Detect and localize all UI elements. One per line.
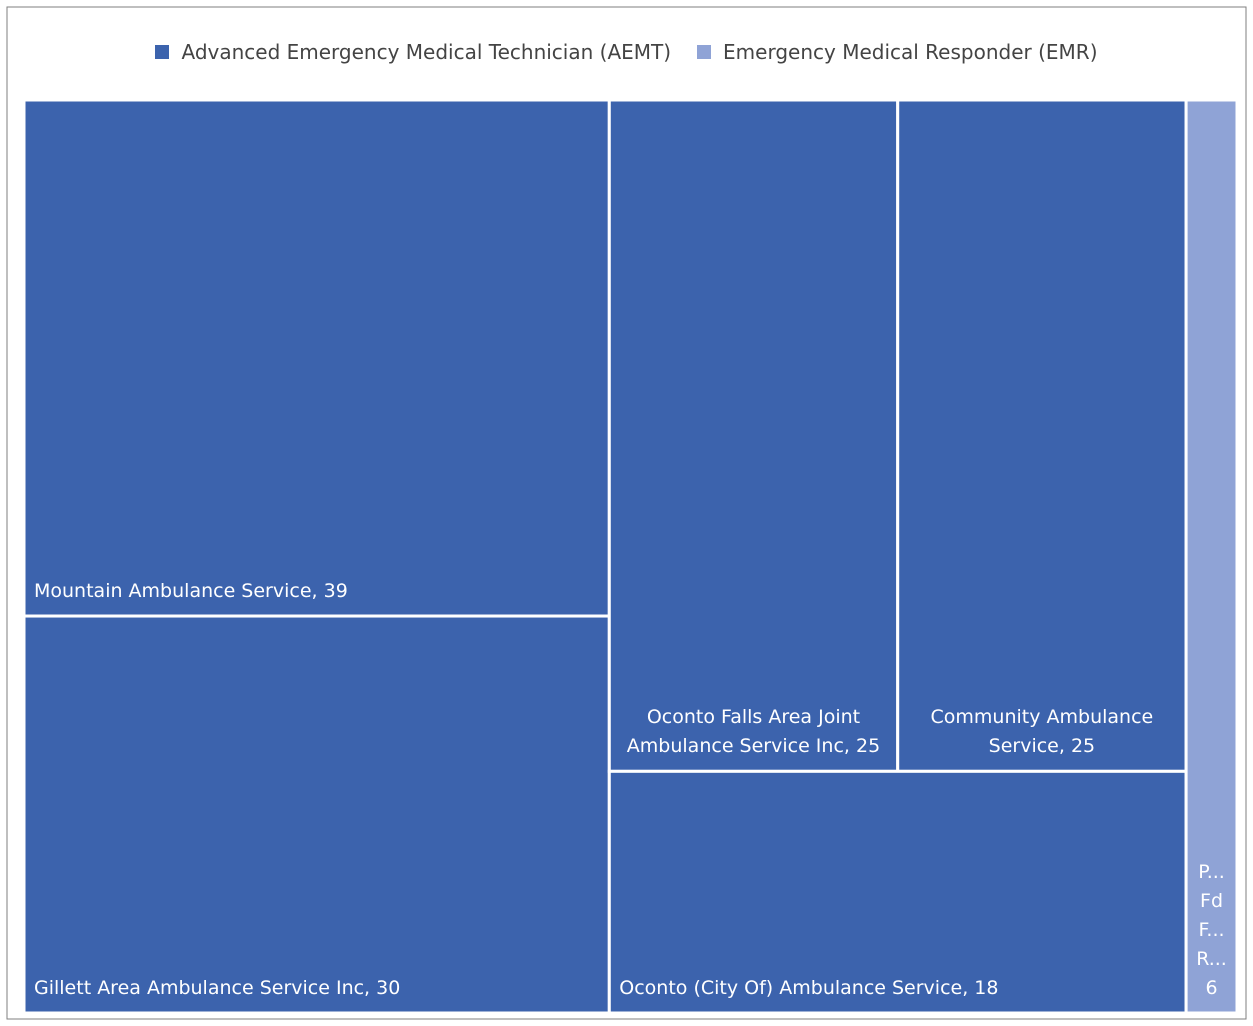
legend-item: Advanced Emergency Medical Technician (A… bbox=[155, 40, 671, 64]
treemap-tile bbox=[22, 614, 611, 1015]
tile-label: Oconto Falls Area Joint Ambulance Servic… bbox=[609, 100, 897, 771]
legend-swatch bbox=[697, 45, 712, 59]
chart-border bbox=[6, 6, 1247, 1020]
legend-label: Emergency Medical Responder (EMR) bbox=[723, 40, 1098, 64]
treemap-tile bbox=[607, 98, 900, 773]
tile-label-text: P... Fd F... R... 6 bbox=[1196, 861, 1227, 999]
tile-label: Community Ambulance Service, 25 bbox=[898, 100, 1186, 771]
tile-label-text: Oconto Falls Area Joint Ambulance Servic… bbox=[626, 706, 881, 758]
tile-label: Gillett Area Ambulance Service Inc, 30 bbox=[24, 616, 609, 1013]
legend: Advanced Emergency Medical Technician (A… bbox=[0, 40, 1253, 64]
legend-swatch bbox=[155, 45, 170, 59]
treemap-tile bbox=[1184, 98, 1239, 1015]
treemap-tile bbox=[22, 98, 611, 618]
legend-label: Advanced Emergency Medical Technician (A… bbox=[181, 40, 672, 64]
tile-label-text: Oconto (City Of) Ambulance Service, 18 bbox=[619, 976, 999, 999]
tile-label: Mountain Ambulance Service, 39 bbox=[24, 100, 609, 616]
treemap-tile bbox=[607, 769, 1188, 1015]
tile-label: Oconto (City Of) Ambulance Service, 18 bbox=[609, 771, 1186, 1013]
legend-item: Emergency Medical Responder (EMR) bbox=[697, 40, 1098, 64]
tile-label-text: Gillett Area Ambulance Service Inc, 30 bbox=[34, 976, 401, 999]
tile-label-text: Community Ambulance Service, 25 bbox=[930, 706, 1154, 758]
tile-label-text: Mountain Ambulance Service, 39 bbox=[34, 580, 348, 603]
tile-label: P... Fd F... R... 6 bbox=[1186, 100, 1237, 1013]
treemap-tile bbox=[896, 98, 1188, 773]
